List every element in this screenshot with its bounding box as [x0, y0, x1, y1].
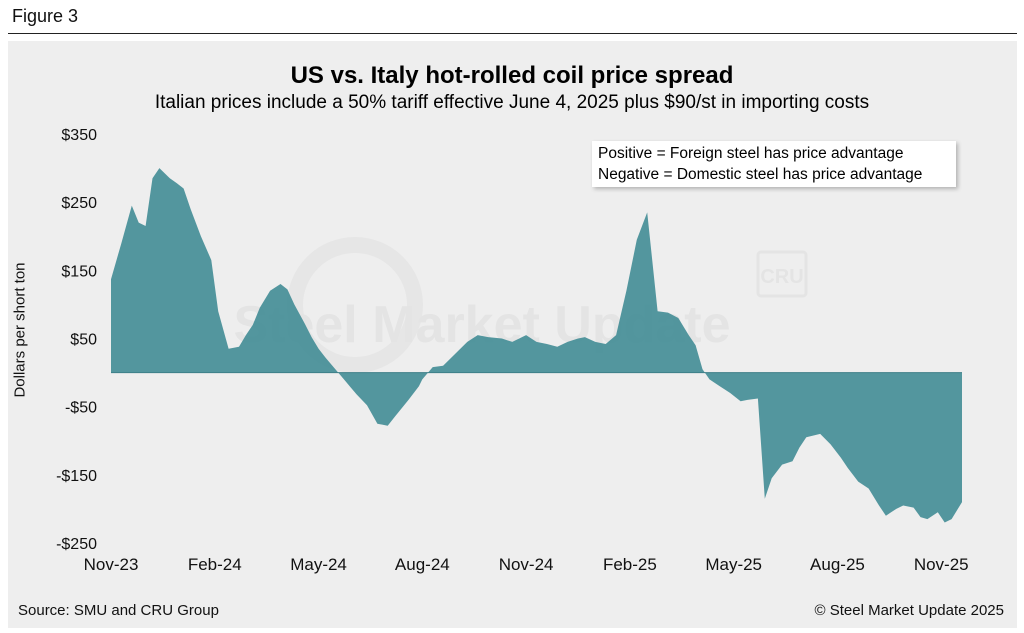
y-axis: $350 $250 $150 $50 -$50 -$150 -$250 [56, 127, 97, 553]
y-tick-label: $50 [70, 332, 97, 349]
x-tick-label: Aug-25 [810, 555, 865, 574]
source-note: Source: SMU and CRU Group [18, 602, 219, 619]
x-tick-label: Nov-24 [499, 555, 554, 574]
legend: Positive = Foreign steel has price advan… [592, 141, 956, 187]
y-tick-label: $350 [61, 127, 97, 144]
chart-title: US vs. Italy hot-rolled coil price sprea… [290, 62, 734, 89]
legend-entry-negative: Negative = Domestic steel has price adva… [598, 166, 923, 183]
chart-subtitle: Italian prices include a 50% tariff effe… [154, 92, 870, 113]
x-tick-label: Aug-24 [395, 555, 450, 574]
x-tick-label: May-25 [705, 555, 762, 574]
x-tick-label: Feb-24 [188, 555, 242, 574]
x-axis: Nov-23 Feb-24 May-24 Aug-24 Nov-24 Feb-25 May-… [84, 555, 969, 574]
y-tick-label: -$150 [56, 468, 97, 485]
y-tick-label: $250 [61, 195, 97, 212]
watermark-logo-box [756, 250, 808, 298]
legend-entry-positive: Positive = Foreign steel has price advan… [598, 145, 904, 162]
y-tick-label: $150 [61, 263, 97, 280]
watermark-ring [287, 237, 423, 373]
copyright-note: © Steel Market Update 2025 [814, 602, 1005, 619]
y-tick-label: -$250 [56, 536, 97, 553]
watermark-logo-text: CRU [760, 266, 803, 288]
figure-divider [8, 33, 1017, 34]
x-tick-label: May-24 [290, 555, 347, 574]
x-tick-label: Nov-25 [914, 555, 969, 574]
x-tick-label: Nov-23 [84, 555, 139, 574]
figure-label: Figure 3 [12, 6, 79, 26]
x-tick-label: Feb-25 [603, 555, 657, 574]
y-tick-label: -$50 [65, 400, 97, 417]
series-area [111, 168, 962, 523]
